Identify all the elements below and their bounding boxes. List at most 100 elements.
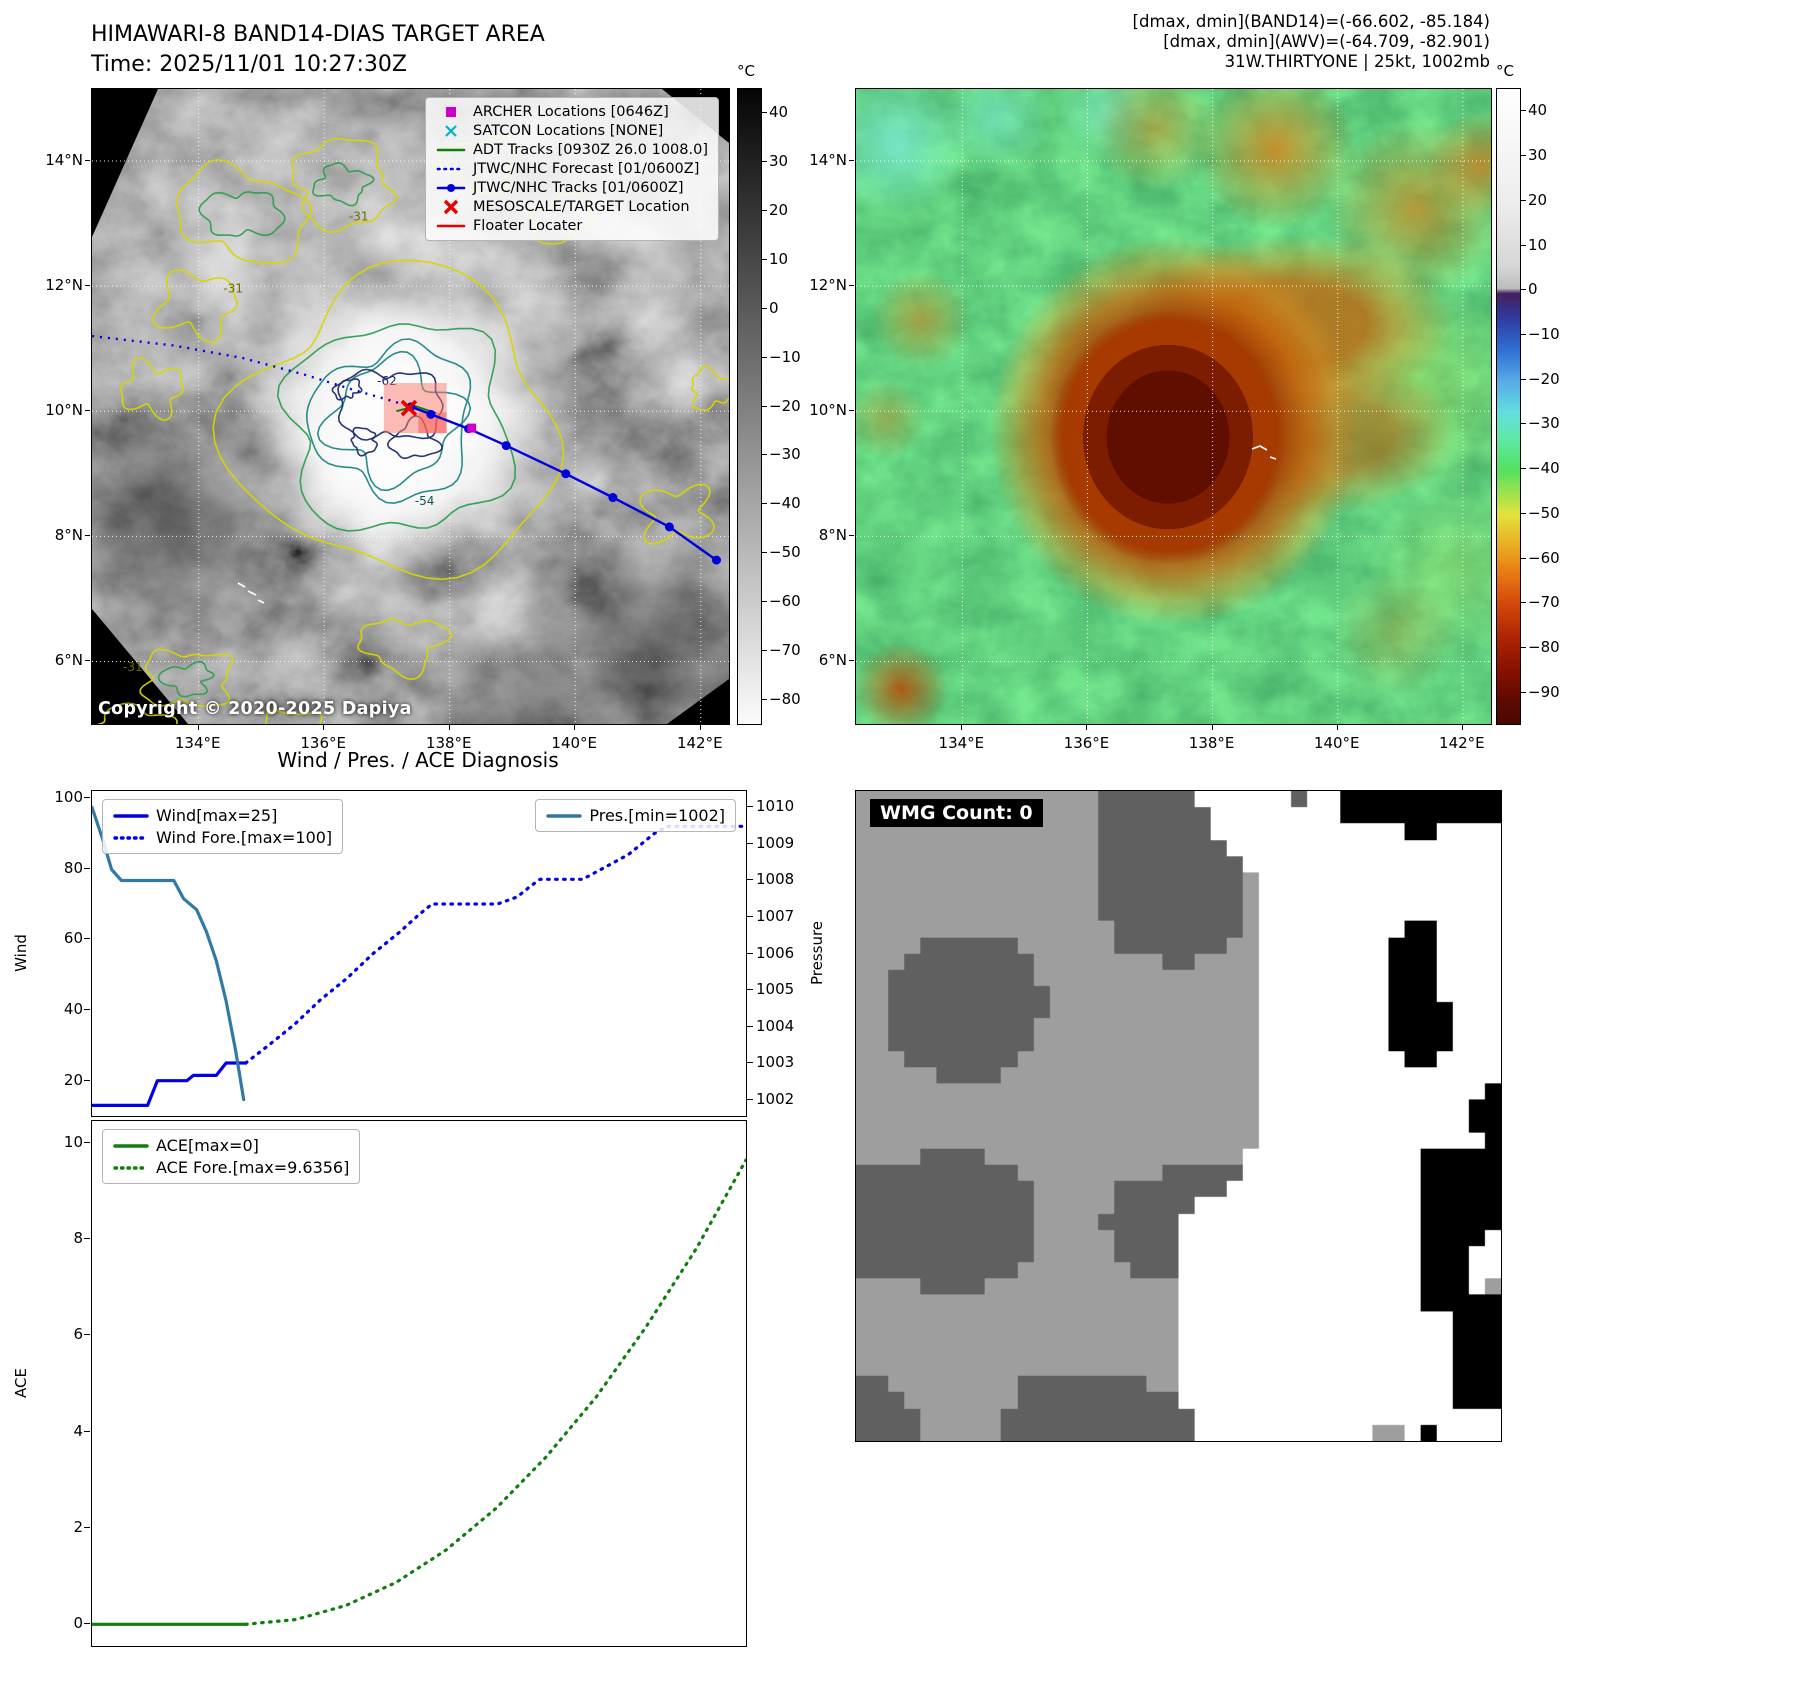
colorbar-tick-label: −30: [769, 445, 801, 464]
contour-line: [175, 158, 313, 264]
colorbar-tick: [1521, 512, 1526, 514]
lon-tick-label: 140°E: [551, 734, 598, 752]
lat-tick-label: 12°N: [45, 276, 83, 295]
swath-edge: [667, 679, 729, 724]
chart-canvas: [92, 1158, 746, 1626]
colorbar-tick: [762, 649, 767, 651]
chart-canvas: [92, 805, 746, 1107]
legend-label: MESOSCALE/TARGET Location: [472, 199, 690, 215]
y-tick-label: 4: [73, 1421, 83, 1440]
y-tick-right: [747, 1062, 753, 1064]
lat-tick-label: 14°N: [809, 150, 847, 169]
legend-marker-line-dot: [436, 184, 466, 192]
colorbar-tick: [1521, 155, 1526, 157]
legend-marker-line: [436, 224, 466, 228]
legend-item: ARCHER Locations [0646Z]: [436, 104, 708, 120]
y-tick-right-label: 1002: [756, 1089, 795, 1108]
island-outline: [237, 582, 265, 604]
y-tick: [84, 797, 90, 799]
y-tick-right: [747, 842, 753, 844]
contour-line: [356, 618, 453, 681]
colorbar-tick: [762, 600, 767, 602]
legend-item: Wind Fore.[max=100]: [113, 828, 332, 847]
awv-storm-overlay: [856, 89, 1491, 724]
colorbar-tick: [762, 161, 767, 163]
y-tick: [84, 1334, 90, 1336]
colorbar-tick: [1521, 289, 1526, 291]
contour-line: [316, 350, 472, 492]
legend-marker-line: [113, 813, 149, 818]
ace-chart: ACE[max=0] ACE Fore.[max=9.6356]: [91, 1120, 747, 1647]
y-tick-right-label: 1003: [756, 1053, 795, 1072]
contour-line: [305, 338, 472, 505]
legend-item: ADT Tracks [0930Z 26.0 1008.0]: [436, 142, 708, 158]
lon-tick-label: 136°E: [1063, 734, 1110, 752]
chart-legend: Pres.[min=1002]: [535, 799, 736, 832]
legend-item: SATCON Locations [NONE]: [436, 123, 708, 139]
colorbar-tick: [1521, 333, 1526, 335]
lon-tick: [323, 725, 325, 730]
colorbar-tick: [1521, 646, 1526, 648]
colorbar-tick-label: −90: [1528, 682, 1560, 701]
colorbar-tick-label: 20: [769, 201, 789, 220]
lat-tick: [85, 159, 90, 161]
y-tick-right-label: 1007: [756, 906, 795, 925]
colorbar-tick: [1521, 110, 1526, 112]
lat-tick: [849, 660, 854, 662]
lat-tick: [85, 410, 90, 412]
lat-tick-label: 14°N: [45, 150, 83, 169]
y-tick: [84, 1079, 90, 1081]
lat-tick: [85, 535, 90, 537]
contour-line: [152, 269, 238, 344]
lon-tick-label: 138°E: [425, 734, 472, 752]
colorbar-tick: [762, 258, 767, 260]
colorbar-tick: [762, 356, 767, 358]
lat-tick-label: 10°N: [45, 401, 83, 420]
colorbar-tick: [1521, 691, 1526, 693]
lat-tick: [849, 410, 854, 412]
lat-tick-label: 6°N: [818, 651, 847, 670]
contour-label: -31: [349, 209, 369, 223]
legend-label: Wind[max=25]: [156, 806, 278, 825]
legend-marker-dotted: [436, 167, 466, 171]
storm-id-intensity: 31W.THIRTYONE | 25kt, 1002mb: [1224, 52, 1490, 71]
contour-line: [276, 323, 517, 532]
legend-marker-line: [113, 1143, 149, 1148]
legend-item: Pres.[min=1002]: [546, 806, 725, 825]
y-tick-label: 40: [63, 1000, 83, 1019]
colorbar-tick-label: −20: [769, 396, 801, 415]
y-tick-label: 6: [73, 1325, 83, 1344]
track-fix-marker: [561, 469, 571, 479]
legend-item: Wind[max=25]: [113, 806, 332, 825]
y-axis-label: Wind: [12, 933, 30, 972]
legend-label: JTWC/NHC Tracks [01/0600Z]: [472, 180, 684, 196]
colorbar-tick: [1521, 468, 1526, 470]
colorbar-tick-label: 0: [1528, 280, 1538, 299]
legend-item: ACE[max=0]: [113, 1136, 349, 1155]
lon-tick-label: 142°E: [676, 734, 723, 752]
band14-time: Time: 2025/11/01 10:27:30Z: [91, 52, 407, 77]
y-tick-label: 8: [73, 1229, 83, 1247]
legend-marker-dotted: [113, 835, 149, 840]
lon-tick: [1461, 725, 1463, 730]
wmg-panel: WMG Count: 0: [855, 790, 1502, 1442]
lat-tick-label: 10°N: [809, 401, 847, 420]
contour-line: [96, 702, 178, 724]
lat-tick: [849, 535, 854, 537]
legend-item: MESOSCALE/TARGET Location: [436, 199, 708, 215]
colorbar-tick: [1521, 557, 1526, 559]
y-tick: [84, 1238, 90, 1239]
legend-item: JTWC/NHC Tracks [01/0600Z]: [436, 180, 708, 196]
lat-tick-label: 6°N: [54, 651, 83, 670]
colorbar-tick-label: −80: [1528, 637, 1560, 656]
colorbar-tick: [1521, 602, 1526, 604]
swath-edge: [92, 609, 188, 724]
y-tick-right-label: 1006: [756, 943, 795, 962]
y-tick-right-label: 1009: [756, 833, 795, 852]
y-tick-label: 20: [63, 1070, 83, 1089]
y-tick-right: [747, 1025, 753, 1027]
y-axis-label: ACE: [12, 1367, 30, 1398]
track-fix-marker: [711, 555, 721, 565]
y-tick: [84, 867, 90, 869]
band14-title: HIMAWARI-8 BAND14-DIAS TARGET AREA: [91, 22, 545, 47]
